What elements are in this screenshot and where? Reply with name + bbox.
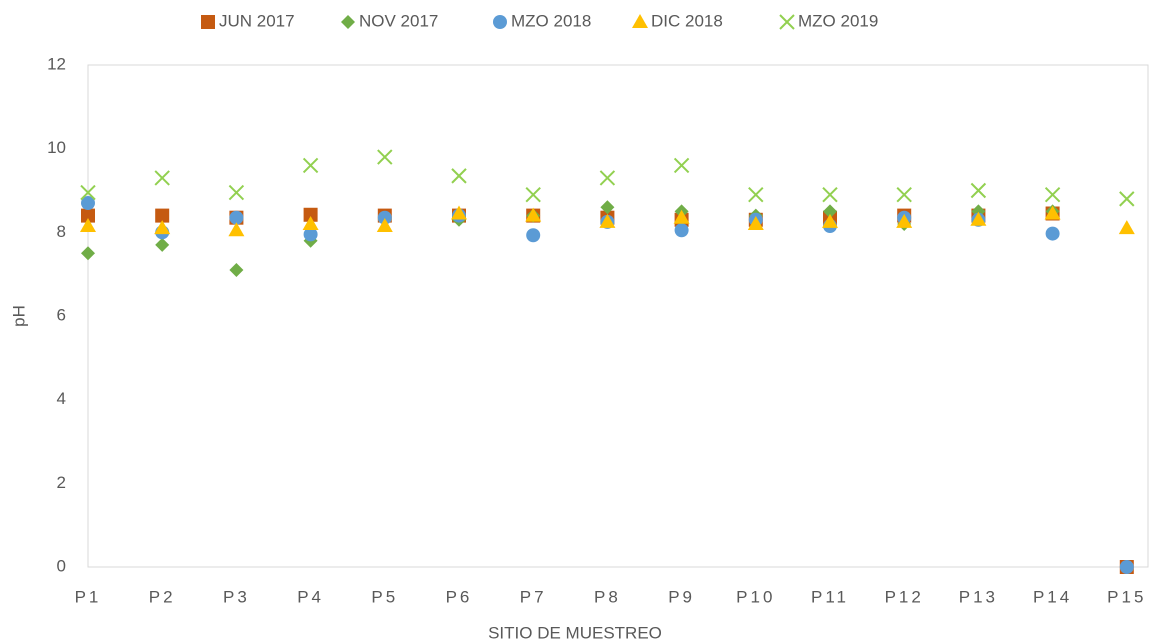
marker-circle [1119, 560, 1134, 574]
marker-cross [377, 149, 393, 165]
marker-circle [229, 210, 244, 225]
marker-triangle [1118, 220, 1135, 235]
marker-circle [526, 228, 541, 243]
marker-triangle [747, 215, 764, 230]
legend-label: DIC 2018 [651, 11, 723, 30]
marker-circle [377, 210, 392, 225]
x-tick-label: P1 [75, 587, 102, 606]
marker-cross [228, 184, 245, 201]
marker-triangle [154, 220, 171, 235]
marker-cross [1044, 186, 1061, 203]
y-tick-label: 12 [47, 54, 66, 73]
marker-cross [154, 170, 170, 186]
marker-diamond [81, 246, 95, 261]
x-tick-label: P7 [520, 587, 547, 606]
x-tick-label: P10 [736, 587, 775, 606]
marker-circle [674, 223, 689, 238]
x-tick-label: P6 [446, 587, 473, 606]
x-tick-label: P4 [297, 587, 324, 606]
marker-cross [822, 186, 838, 203]
marker-cross [302, 157, 319, 174]
marker-cross [748, 186, 764, 203]
x-tick-label: P3 [223, 587, 250, 606]
marker-triangle [822, 213, 838, 228]
marker-cross [80, 184, 96, 201]
marker-square [303, 207, 318, 222]
marker-triangle [228, 222, 245, 237]
legend-label: MZO 2018 [511, 11, 591, 30]
marker-triangle [80, 218, 96, 233]
legend-label: JUN 2017 [219, 11, 295, 30]
y-tick-label: 6 [57, 305, 66, 324]
x-tick-label: P5 [371, 587, 398, 606]
marker-cross [525, 186, 541, 203]
marker-cross [673, 157, 690, 174]
marker-diamond [823, 204, 837, 219]
marker-diamond [600, 200, 615, 215]
marker-triangle [599, 213, 616, 228]
y-tick-label: 4 [57, 389, 66, 408]
legend-marker [493, 15, 507, 29]
y-tick-label: 10 [47, 138, 66, 157]
legend-marker [341, 15, 355, 29]
marker-triangle [451, 205, 467, 220]
legend-label: MZO 2019 [798, 11, 878, 30]
marker-circle [81, 196, 95, 211]
marker-square [81, 208, 95, 223]
legend-marker [632, 14, 648, 28]
y-tick-label: 2 [57, 473, 66, 492]
marker-square [155, 208, 170, 223]
x-tick-label: P9 [668, 587, 695, 606]
x-tick-label: P12 [885, 587, 924, 606]
x-tick-label: P13 [959, 587, 998, 606]
marker-triangle [673, 209, 690, 224]
legend-label: NOV 2017 [359, 11, 438, 30]
marker-cross [970, 182, 987, 199]
marker-triangle [970, 211, 987, 226]
marker-triangle [525, 207, 542, 222]
y-axis-title: pH [9, 305, 28, 327]
plot-area [87, 64, 1149, 568]
marker-triangle [1044, 205, 1061, 220]
x-tick-label: P15 [1107, 587, 1146, 606]
y-tick-label: 8 [57, 222, 66, 241]
marker-cross [451, 168, 467, 184]
marker-cross [896, 186, 912, 203]
y-tick-label: 0 [57, 556, 66, 575]
marker-circle [303, 227, 318, 242]
x-tick-label: P8 [594, 587, 621, 606]
marker-circle [1045, 226, 1060, 241]
x-tick-label: P2 [149, 587, 176, 606]
legend-marker [201, 15, 215, 29]
x-tick-label: P11 [811, 587, 849, 606]
marker-cross [1119, 191, 1135, 207]
marker-triangle [376, 218, 393, 233]
marker-triangle [896, 213, 913, 228]
marker-diamond [229, 262, 244, 277]
marker-diamond [155, 237, 170, 252]
legend-marker [779, 14, 795, 30]
x-axis-title: SITIO DE MUESTREO [488, 623, 662, 642]
x-tick-label: P14 [1033, 587, 1072, 606]
marker-cross [599, 170, 616, 186]
marker-triangle [302, 215, 319, 230]
